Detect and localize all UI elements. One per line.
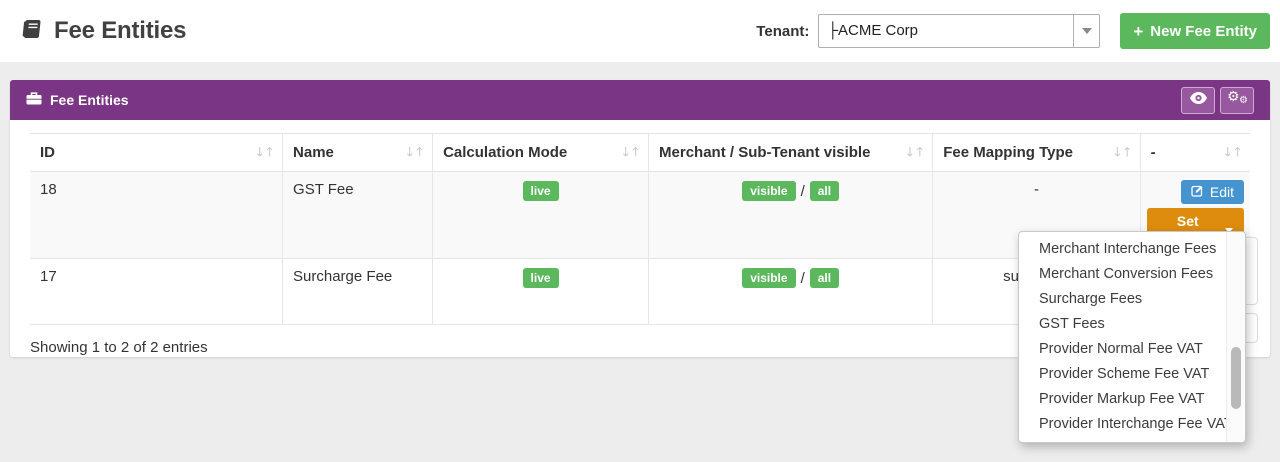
gears-icon: ⚙ ⚙ <box>1227 89 1248 106</box>
all-badge: all <box>809 268 840 289</box>
all-badge: all <box>809 181 840 202</box>
cell-merchant-visible: visible / all <box>648 171 934 259</box>
live-badge: live <box>522 268 559 289</box>
header-controls: Tenant: ├ACME Corp + New Fee Entity <box>756 13 1270 49</box>
cell-merchant-visible: visible / all <box>648 258 934 325</box>
set-mapping-dropdown-menu: Merchant Interchange Fees Merchant Conve… <box>1018 231 1246 443</box>
panel-title-group: Fee Entities <box>26 91 129 109</box>
page-title: Fee Entities <box>54 17 187 44</box>
tenant-select[interactable]: ├ACME Corp <box>818 14 1101 48</box>
edit-button[interactable]: Edit <box>1180 180 1244 204</box>
caret-down-icon <box>1225 227 1233 233</box>
cell-name: GST Fee <box>282 171 434 259</box>
column-header-calculation-mode[interactable]: Calculation Mode ↓↑ <box>432 133 650 172</box>
briefcase-icon <box>26 91 42 109</box>
visible-badge: visible <box>742 181 796 202</box>
column-header-merchant-visible[interactable]: Merchant / Sub-Tenant visible ↓↑ <box>648 133 934 172</box>
column-header-actions[interactable]: - ↓↑ <box>1140 133 1250 172</box>
column-header-name[interactable]: Name ↓↑ <box>282 133 434 172</box>
panel-toolbar: ⚙ ⚙ <box>1181 86 1254 114</box>
sort-icon: ↓↑ <box>404 145 425 160</box>
menu-item-provider-markup-fee-vat[interactable]: Provider Markup Fee VAT <box>1039 391 1205 407</box>
cell-calculation-mode: live <box>432 171 650 259</box>
menu-item-merchant-interchange-fees[interactable]: Merchant Interchange Fees <box>1039 241 1217 257</box>
live-badge: live <box>522 181 559 202</box>
sort-icon: ↓↑ <box>1111 145 1133 160</box>
badge-separator: / <box>800 269 805 287</box>
cell-id: 17 <box>30 258 284 325</box>
chevron-down-icon <box>1081 28 1092 34</box>
cell-id: 18 <box>30 171 284 259</box>
cell-calculation-mode: live <box>432 258 650 325</box>
panel-header: Fee Entities ⚙ ⚙ <box>10 80 1270 120</box>
eye-icon <box>1189 91 1207 109</box>
dropdown-scrollbar-track[interactable] <box>1226 232 1245 442</box>
cell-name: Surcharge Fee <box>282 258 434 325</box>
menu-item-surcharge-fees[interactable]: Surcharge Fees <box>1039 291 1143 307</box>
edit-label: Edit <box>1209 184 1234 200</box>
tenant-caret-box[interactable] <box>1073 15 1099 47</box>
table-info: Showing 1 to 2 of 2 entries <box>30 339 208 356</box>
menu-item-merchant-conversion-fees[interactable]: Merchant Conversion Fees <box>1039 266 1214 282</box>
title-group: Fee Entities <box>20 17 187 46</box>
menu-item-provider-scheme-fee-vat[interactable]: Provider Scheme Fee VAT <box>1039 366 1210 382</box>
tenant-label: Tenant: <box>756 22 810 40</box>
book-icon <box>20 17 44 46</box>
menu-item-gst-fees[interactable]: GST Fees <box>1039 316 1105 332</box>
settings-button[interactable]: ⚙ ⚙ <box>1220 86 1254 114</box>
sort-icon: ↓↑ <box>1222 145 1243 160</box>
sort-icon: ↓↑ <box>620 145 641 160</box>
new-fee-entity-button[interactable]: + New Fee Entity <box>1120 13 1270 49</box>
column-header-fee-mapping-type[interactable]: Fee Mapping Type ↓↑ <box>932 133 1141 172</box>
badge-separator: / <box>800 182 805 200</box>
sort-icon: ↓↑ <box>904 145 925 160</box>
menu-item-provider-interchange-fee-vat[interactable]: Provider Interchange Fee VAT <box>1039 416 1233 432</box>
plus-icon: + <box>1133 21 1144 41</box>
tenant-selected-value: ├ACME Corp <box>827 22 919 39</box>
panel-title: Fee Entities <box>50 92 129 108</box>
visibility-toggle-button[interactable] <box>1181 86 1215 114</box>
table-header-row: ID ↓↑ Name ↓↑ Calculation Mode ↓↑ Merchant … <box>30 133 1250 172</box>
menu-item-provider-normal-fee-vat[interactable]: Provider Normal Fee VAT <box>1039 341 1203 357</box>
dropdown-scrollbar-thumb[interactable] <box>1231 347 1241 409</box>
new-fee-entity-label: New Fee Entity <box>1150 22 1257 40</box>
pencil-square-icon <box>1191 184 1204 200</box>
column-header-id[interactable]: ID ↓↑ <box>30 133 284 172</box>
top-header: Fee Entities Tenant: ├ACME Corp + New Fe… <box>0 0 1280 62</box>
visible-badge: visible <box>742 268 796 289</box>
sort-icon: ↓↑ <box>254 145 275 160</box>
